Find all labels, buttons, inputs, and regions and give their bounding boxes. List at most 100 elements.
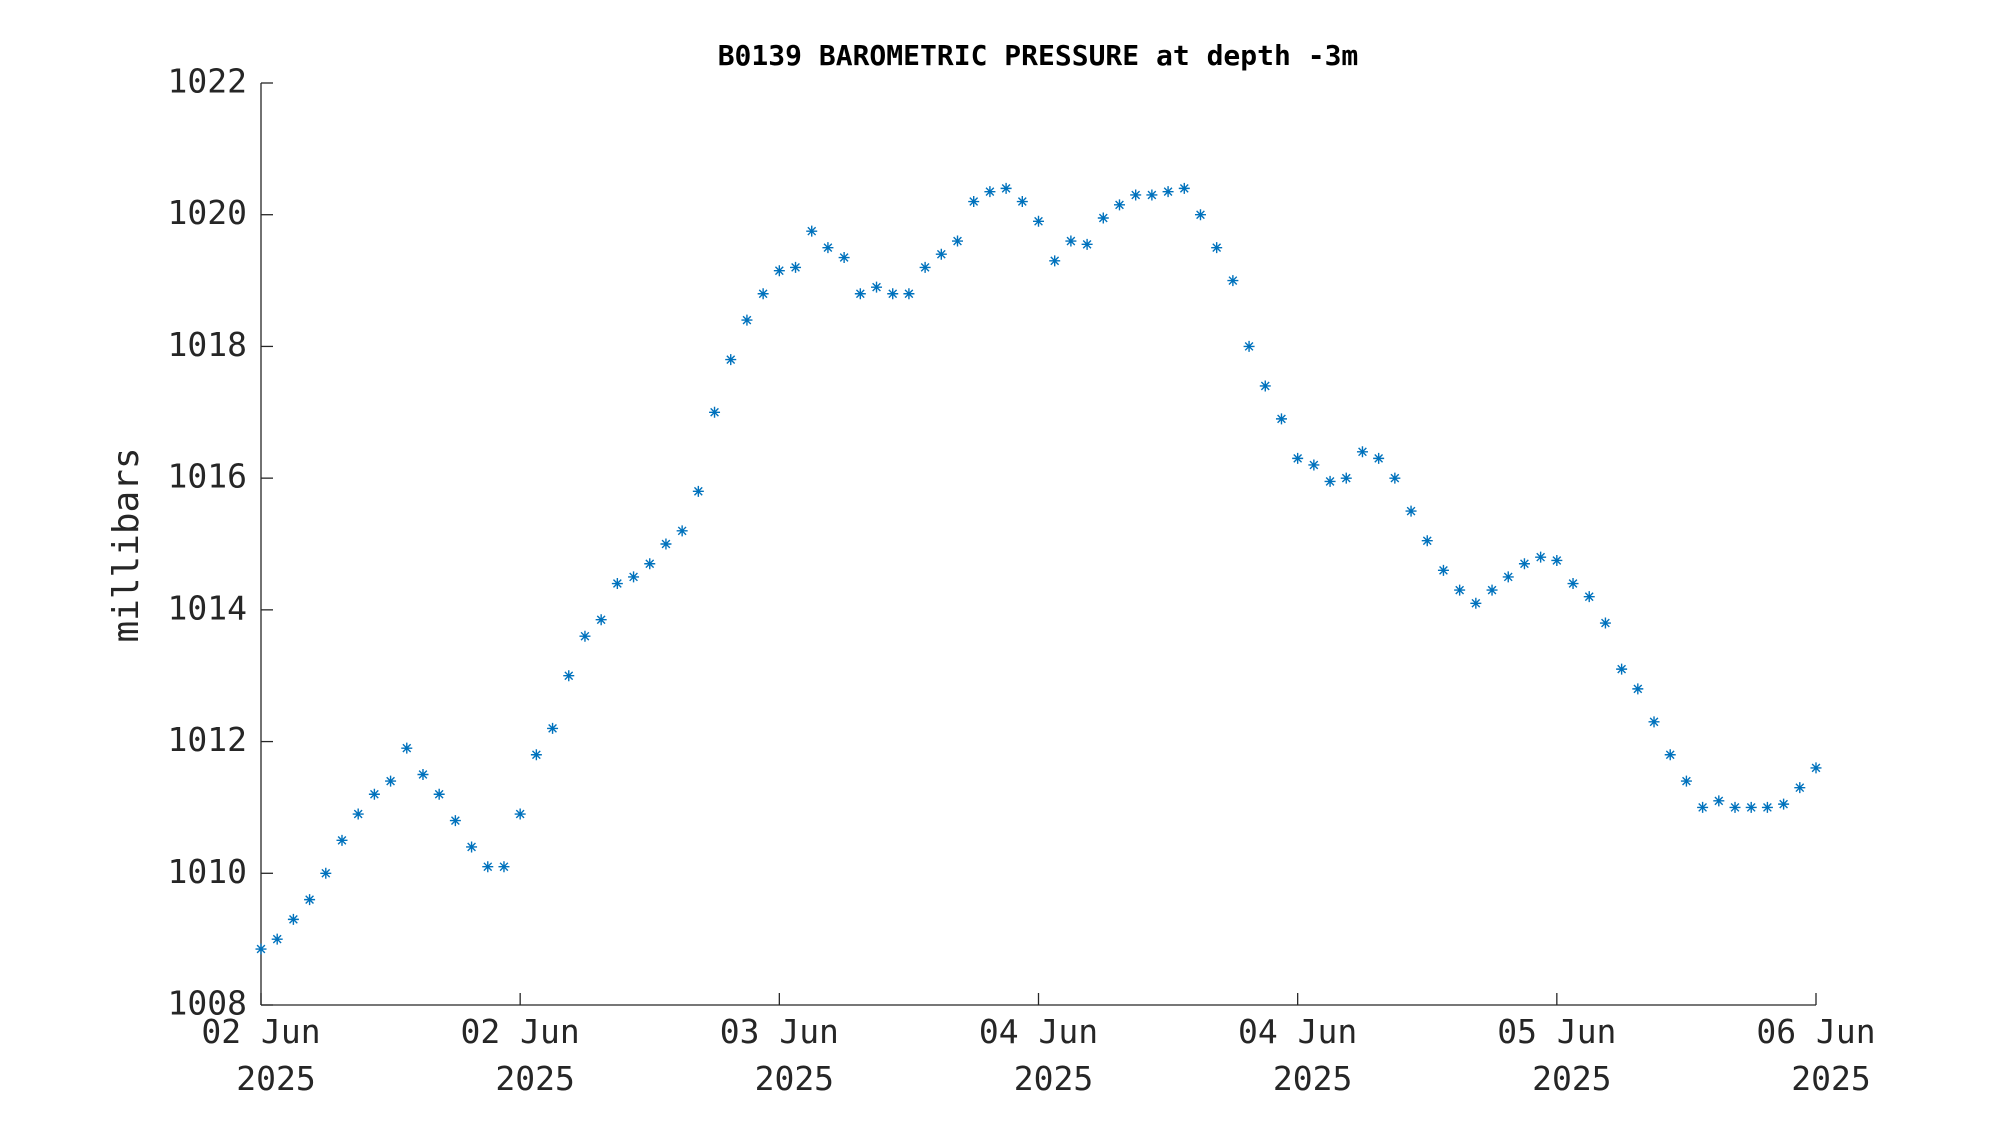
marker: [1745, 801, 1757, 813]
marker: [1162, 186, 1174, 198]
marker: [1437, 564, 1449, 576]
marker: [790, 261, 802, 273]
y-axis-label: millibars: [106, 447, 147, 642]
x-tick-label-line: 06 Jun: [1756, 1012, 1875, 1051]
marker: [1632, 683, 1644, 695]
x-tick-label-line: 2025: [236, 1059, 315, 1098]
marker: [1664, 749, 1676, 761]
marker: [1097, 212, 1109, 224]
marker: [968, 196, 980, 208]
marker: [1308, 459, 1320, 471]
y-tick-label: 1020: [168, 193, 247, 232]
marker: [563, 670, 575, 682]
marker: [1761, 801, 1773, 813]
marker: [1130, 189, 1142, 201]
marker: [757, 288, 769, 300]
marker: [1146, 189, 1158, 201]
x-tick-label-line: 02 Jun: [461, 1012, 580, 1051]
x-tick-label: 02 Jun 2025: [201, 1012, 320, 1098]
marker: [935, 248, 947, 260]
marker: [1421, 535, 1433, 547]
marker: [368, 788, 380, 800]
marker: [1729, 801, 1741, 813]
marker: [336, 834, 348, 846]
marker: [628, 571, 640, 583]
marker: [952, 235, 964, 247]
x-tick-label: 04 Jun 2025: [1238, 1012, 1357, 1098]
marker: [1194, 209, 1206, 221]
marker: [1243, 340, 1255, 352]
marker: [579, 630, 591, 642]
marker: [644, 558, 656, 570]
x-tick-label-line: 02 Jun: [201, 1012, 320, 1051]
marker: [255, 943, 267, 955]
marker: [401, 742, 413, 754]
marker: [1502, 571, 1514, 583]
marker: [1389, 472, 1401, 484]
marker: [660, 538, 672, 550]
marker: [1470, 597, 1482, 609]
x-tick-label-line: 2025: [495, 1059, 574, 1098]
x-tick-label: 05 Jun 2025: [1497, 1012, 1616, 1098]
x-tick-label-line: 2025: [1791, 1059, 1870, 1098]
marker: [1113, 199, 1125, 211]
marker: [1211, 242, 1223, 254]
marker: [871, 281, 883, 293]
x-tick-label-line: 05 Jun: [1497, 1012, 1616, 1051]
x-tick-label-line: 2025: [1273, 1059, 1352, 1098]
marker: [1713, 795, 1725, 807]
marker: [709, 406, 721, 418]
x-tick-label: 02 Jun 2025: [461, 1012, 580, 1098]
marker: [1518, 558, 1530, 570]
marker: [1275, 413, 1287, 425]
x-tick-label: 03 Jun 2025: [720, 1012, 839, 1098]
marker: [806, 225, 818, 237]
marker: [1567, 578, 1579, 590]
marker: [773, 265, 785, 277]
y-tick-label: 1008: [168, 984, 247, 1023]
x-tick-label-line: 2025: [1532, 1059, 1611, 1098]
marker: [433, 788, 445, 800]
chart-title: B0139 BAROMETRIC PRESSURE at depth -3m: [718, 39, 1359, 72]
y-tick-label: 1022: [168, 62, 247, 101]
marker: [352, 808, 364, 820]
marker: [1356, 446, 1368, 458]
marker: [903, 288, 915, 300]
marker: [611, 578, 623, 590]
y-tick-label: 1018: [168, 325, 247, 364]
marker: [304, 894, 316, 906]
marker: [1000, 182, 1012, 194]
marker: [919, 261, 931, 273]
marker: [514, 808, 526, 820]
marker: [1648, 716, 1660, 728]
marker: [984, 186, 996, 198]
marker: [271, 933, 283, 945]
marker: [1680, 775, 1692, 787]
marker: [1259, 380, 1271, 392]
y-tick-label: 1014: [168, 588, 247, 627]
marker: [1081, 238, 1093, 250]
marker: [1599, 617, 1611, 629]
y-tick-label: 1016: [168, 457, 247, 496]
x-tick-label-line: 04 Jun: [979, 1012, 1098, 1051]
marker: [530, 749, 542, 761]
marker: [692, 485, 704, 497]
marker: [854, 288, 866, 300]
marker: [1292, 452, 1304, 464]
marker: [1810, 762, 1822, 774]
marker: [1340, 472, 1352, 484]
marker: [1178, 182, 1190, 194]
marker: [1778, 798, 1790, 810]
x-tick-label-line: 2025: [755, 1059, 834, 1098]
marker: [1016, 196, 1028, 208]
marker: [822, 242, 834, 254]
marker: [838, 252, 850, 264]
marker: [1583, 591, 1595, 603]
x-tick-label: 06 Jun 2025: [1756, 1012, 1875, 1098]
marker: [1373, 452, 1385, 464]
y-tick-label: 1012: [168, 720, 247, 759]
marker: [417, 769, 429, 780]
marker: [1049, 255, 1061, 267]
x-tick-label-line: 04 Jun: [1238, 1012, 1357, 1051]
